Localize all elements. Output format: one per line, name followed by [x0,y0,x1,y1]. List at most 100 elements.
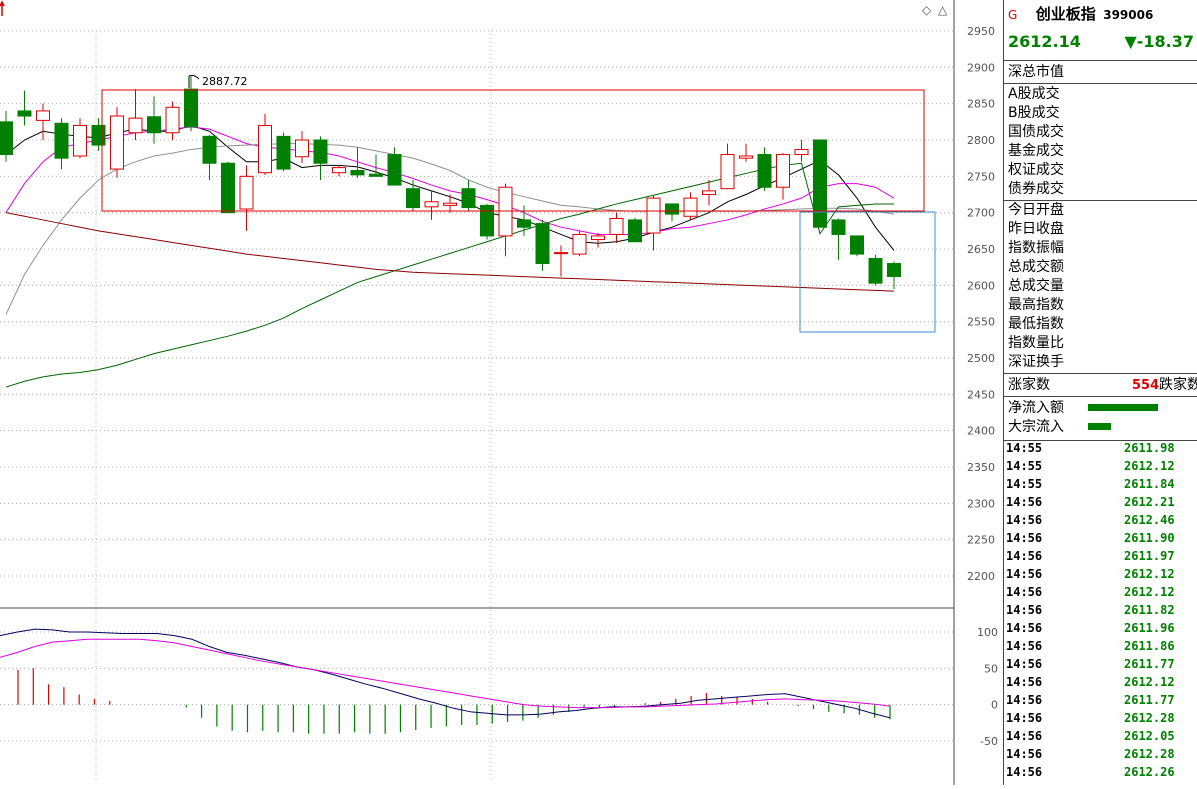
tick-price: 2612.46 [1124,513,1175,527]
kline-chart[interactable]: 2950 2900 2850 2800 2750 2700 2650 2600 2550 2500… [0,0,1003,785]
candle[interactable] [868,254,883,286]
candle[interactable] [831,218,846,260]
candle[interactable] [147,96,161,144]
candle-body [776,154,790,188]
candle[interactable] [665,203,679,222]
stat-label: 昨日收盘 [1008,221,1064,237]
candle[interactable] [387,147,402,186]
candle[interactable] [683,192,698,220]
candle[interactable] [36,103,50,140]
candle[interactable] [369,154,383,177]
candle[interactable] [720,143,735,190]
candle[interactable] [239,165,254,231]
candle-body [535,223,550,265]
market-value-label: 深总市值 [1008,64,1064,80]
candle[interactable] [794,140,809,162]
macd-dif-line [0,628,891,719]
top-right-tools[interactable]: ◇ △ [922,3,948,17]
candle[interactable] [0,110,13,162]
candle[interactable] [128,89,143,140]
candle[interactable] [813,139,827,228]
volume-label: 权证成交 [1008,162,1064,178]
candle[interactable] [17,90,32,126]
candle-body [406,188,420,209]
candle[interactable] [850,235,864,257]
tick-price: 2611.97 [1124,549,1175,563]
candle[interactable] [350,147,365,178]
candle-body [554,252,568,255]
tick-price: 2612.12 [1124,567,1175,581]
chart-area[interactable]: 2950 2900 2850 2800 2750 2700 2650 2600 2550 2500… [0,0,1003,785]
candle-body [387,154,402,186]
tick-row: 14:56 2612.12 [1004,675,1194,693]
candle[interactable] [91,118,106,151]
divider [1004,60,1197,61]
candle[interactable] [702,179,716,206]
tick-price: 2611.98 [1124,441,1175,455]
candle-body [887,263,901,278]
candle[interactable] [332,165,346,177]
blue-range-box[interactable] [799,211,936,333]
candle[interactable] [887,261,901,289]
candle[interactable] [258,113,272,175]
candle[interactable] [517,205,531,236]
tick-row: 14:56 2611.77 [1004,657,1194,675]
candle-body [54,122,69,159]
divider [1004,83,1197,84]
candle[interactable] [480,203,494,240]
candle[interactable] [757,147,772,191]
candle[interactable] [110,107,124,178]
candle[interactable] [295,131,309,164]
candle[interactable] [313,136,328,180]
candle[interactable] [73,118,87,159]
price-tick-label: 2500 [967,352,995,365]
candle-body [221,162,235,214]
tick-time: 14:56 [1006,495,1043,509]
candle[interactable] [54,118,69,170]
tick-price: 2612.26 [1124,765,1175,779]
candle[interactable] [646,195,661,251]
change-value: ▼-18.37 [1124,32,1194,51]
candle-body [295,139,309,158]
last-price: 2612.14 [1008,32,1081,51]
candle[interactable] [406,179,420,212]
candle[interactable] [591,233,605,248]
candle[interactable] [535,219,550,271]
tick-price: 2611.90 [1124,531,1175,545]
net-inflow-label: 净流入额 [1008,400,1064,416]
candle[interactable] [443,194,457,213]
triangle-icon: △ [938,3,948,17]
candle[interactable] [221,161,235,214]
tick-price: 2611.77 [1124,693,1175,707]
volume-label: 基金成交 [1008,143,1064,159]
candle[interactable] [554,245,568,277]
candle[interactable] [461,179,476,212]
rise-label: 涨家数 [1008,377,1050,393]
candle-body [332,167,346,174]
candle[interactable] [498,183,513,257]
red-range-box[interactable] [101,89,925,212]
candle[interactable] [202,134,217,180]
tick-time: 14:56 [1006,549,1043,563]
tick-price: 2611.84 [1124,477,1175,491]
tick-row: 14:56 2612.05 [1004,729,1194,747]
candle[interactable] [165,101,180,140]
candle-body [350,170,365,176]
tick-price: 2612.28 [1124,747,1175,761]
candle[interactable] [776,153,790,200]
candle[interactable] [276,132,291,172]
stat-label: 总成交量 [1008,278,1064,294]
tick-time: 14:56 [1006,531,1043,545]
tick-row: 14:56 2612.28 [1004,711,1194,729]
tick-time: 14:55 [1006,441,1043,455]
price-tick-label: 2450 [967,388,995,401]
price-tick-label: 2550 [967,316,995,329]
candle[interactable] [739,143,753,162]
candle[interactable] [609,212,624,244]
candle-body [591,235,605,241]
candle-body [0,121,13,156]
candle[interactable] [572,230,587,257]
candle[interactable] [184,76,198,132]
candle[interactable] [424,190,439,220]
candle[interactable] [628,217,642,243]
